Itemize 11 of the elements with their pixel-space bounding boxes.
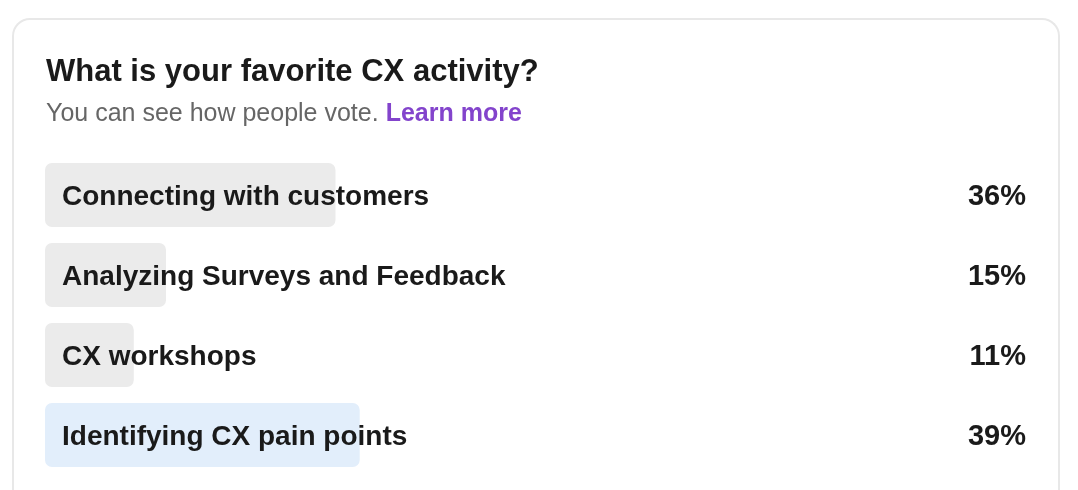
text: Learn more (385, 98, 522, 126)
data-label: 11% (969, 339, 1027, 371)
data-label: 39% (967, 419, 1027, 451)
data-label: 15% (967, 259, 1027, 291)
data-label: 36% (967, 179, 1027, 211)
y-tick-label: CX workshops (62, 339, 257, 371)
y-tick-label: Connecting with customers (62, 179, 430, 211)
chart-title: What is your favorite CX activity? (46, 53, 539, 89)
chart-subtitle: You can see how people vote. (46, 98, 379, 126)
y-tick-label: Analyzing Surveys and Feedback (62, 259, 506, 291)
y-tick-label: Identifying CX pain points (62, 419, 408, 451)
